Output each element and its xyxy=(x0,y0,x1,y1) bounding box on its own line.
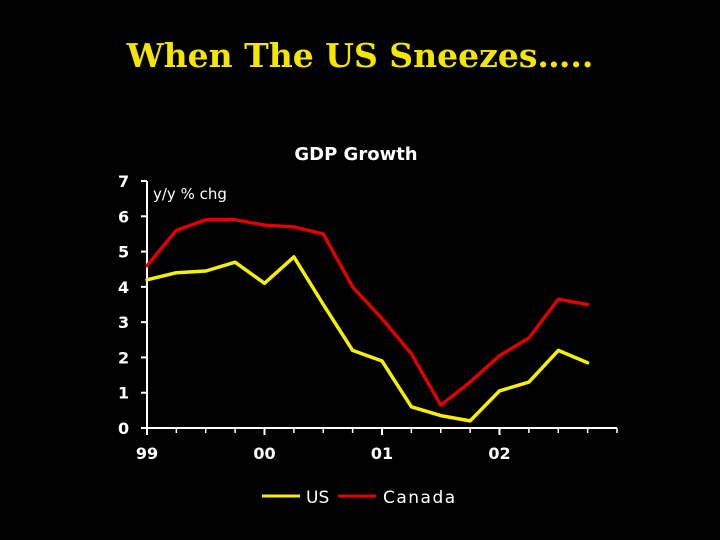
slide-title: When The US Sneezes….. xyxy=(126,36,594,75)
y-tick-label: 1 xyxy=(118,384,129,403)
series-line-canada xyxy=(145,218,590,407)
y-tick-label: 3 xyxy=(118,313,129,332)
y-tick-label: 5 xyxy=(118,243,129,262)
y-tick-label: 0 xyxy=(118,419,129,438)
chart-title: GDP Growth xyxy=(294,144,417,165)
y-tick-label: 7 xyxy=(118,172,129,191)
y-axis-label: y/y % chg xyxy=(153,185,227,203)
x-tick-label: 01 xyxy=(371,444,393,463)
series-line-us xyxy=(145,255,590,423)
y-tick-label: 4 xyxy=(118,278,129,297)
x-tick-label: 00 xyxy=(253,444,275,463)
legend: US Canada xyxy=(262,488,457,508)
series-lines xyxy=(145,218,590,423)
legend-label-canada: Canada xyxy=(383,488,457,508)
x-tick-label: 02 xyxy=(488,444,510,463)
x-tick-label: 99 xyxy=(136,444,158,463)
legend-label-us: US xyxy=(306,488,329,508)
y-tick-label: 6 xyxy=(118,207,129,226)
y-tick-label: 2 xyxy=(118,348,129,367)
